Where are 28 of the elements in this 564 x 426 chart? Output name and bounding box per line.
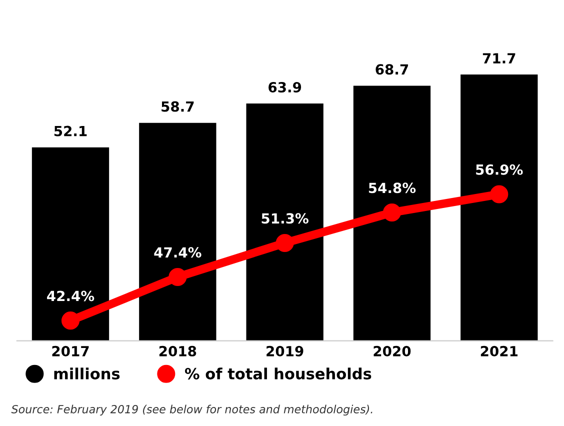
data-label: 58.7 — [162, 101, 194, 112]
x-tick-label: 2017 — [52, 346, 89, 356]
legend-label: millions — [54, 368, 120, 380]
point — [61, 312, 80, 330]
bar — [353, 86, 431, 341]
data-label: 56.9% — [476, 164, 523, 175]
point — [490, 185, 508, 204]
data-label: 51.3% — [262, 213, 308, 224]
data-label: 54.8% — [368, 182, 416, 194]
x-tick-label: 2021 — [480, 346, 518, 356]
source-note: Source: February 2019 (see below for notes and methodologies). — [11, 404, 372, 416]
data-label: 71.7 — [482, 53, 516, 64]
bar — [139, 122, 216, 341]
legend-label: % of total households — [184, 368, 372, 380]
data-label: 63.9 — [268, 82, 302, 92]
data-label: 42.4% — [47, 290, 94, 302]
x-tick-label: 2019 — [266, 346, 304, 356]
point — [382, 204, 402, 222]
point — [276, 234, 294, 252]
x-tick-label: 2020 — [374, 346, 411, 356]
data-label: 52.1 — [54, 126, 87, 136]
bar — [32, 147, 110, 341]
data-label: 68.7 — [376, 64, 408, 75]
bar — [460, 74, 538, 341]
x-tick-label: 2018 — [159, 346, 196, 356]
data-label: 47.4% — [154, 247, 202, 258]
bar — [246, 104, 324, 341]
point — [168, 268, 187, 286]
